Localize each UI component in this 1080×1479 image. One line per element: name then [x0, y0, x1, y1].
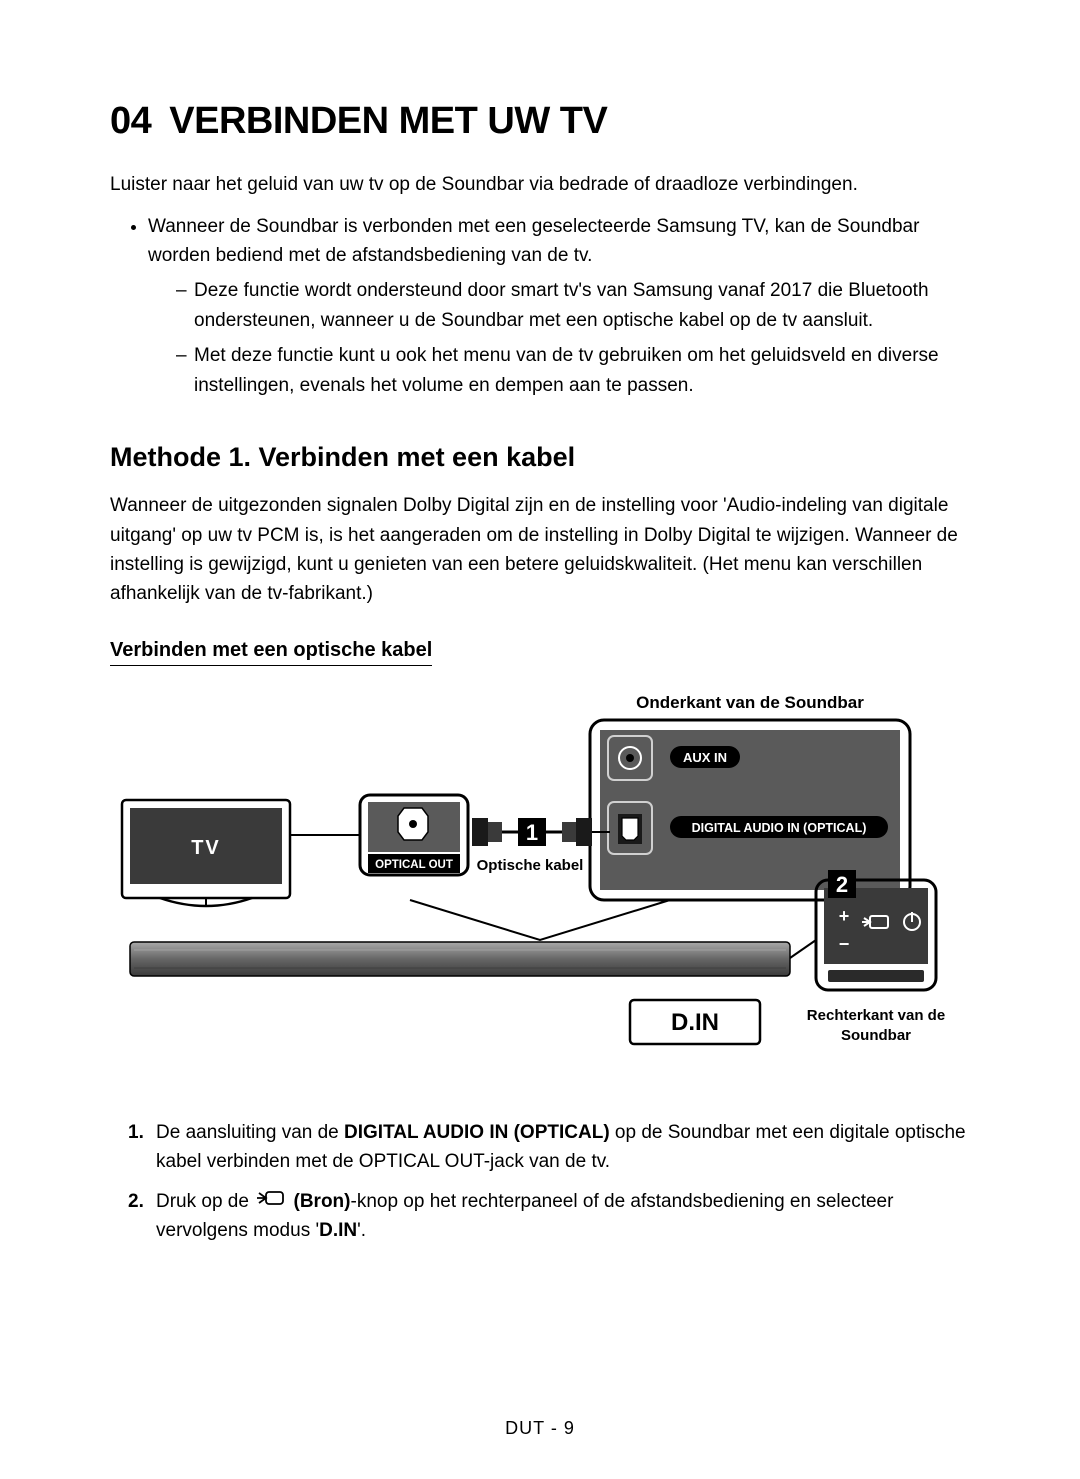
chapter-title-text: VERBINDEN MET UW TV [169, 100, 607, 142]
right-side-label-2: Soundbar [841, 1027, 911, 1044]
step-text: De aansluiting van de [156, 1122, 344, 1143]
step-marker-1: 1 [526, 820, 538, 845]
sublist: Deze functie wordt ondersteund door smar… [148, 276, 970, 400]
step-marker-2: 2 [836, 872, 848, 897]
chapter-number: 04 [110, 100, 151, 142]
method-title: Methode 1. Verbinden met een kabel [110, 442, 970, 473]
page-footer: DUT - 9 [0, 1418, 1080, 1439]
step-text: Druk op de [156, 1191, 254, 1212]
sublist-item: Deze functie wordt ondersteund door smar… [176, 276, 970, 335]
tv-label: TV [191, 837, 221, 859]
optical-out-label: OPTICAL OUT [375, 859, 453, 871]
din-label: D.IN [671, 1009, 719, 1036]
method-paragraph: Wanneer de uitgezonden signalen Dolby Di… [110, 491, 970, 609]
step-text: '. [357, 1220, 366, 1241]
step-bold: D.IN [319, 1220, 357, 1241]
svg-text:+: + [839, 906, 850, 926]
intro-bullets: Wanneer de Soundbar is verbonden met een… [110, 212, 970, 401]
cable-plug-left [472, 818, 502, 846]
diagram-top-label: Onderkant van de Soundbar [636, 693, 864, 712]
bullet-item: Wanneer de Soundbar is verbonden met een… [148, 212, 970, 401]
intro-paragraph: Luister naar het geluid van uw tv op de … [110, 171, 970, 200]
step-item: De aansluiting van de DIGITAL AUDIO IN (… [128, 1118, 970, 1177]
step-bold: (Bron) [288, 1191, 350, 1212]
steps-list: De aansluiting van de DIGITAL AUDIO IN (… [110, 1118, 970, 1246]
sub-heading: Verbinden met een optische kabel [110, 639, 432, 666]
svg-text:−: − [839, 934, 850, 954]
aux-in-label: AUX IN [683, 750, 727, 765]
connection-diagram: Onderkant van de Soundbar AUX IN DIGITAL… [110, 690, 970, 1090]
soundbar-body [130, 942, 790, 976]
source-icon [256, 1187, 286, 1216]
step-item: Druk op de (Bron)-knop op het rechterpan… [128, 1187, 970, 1246]
sublist-item: Met deze functie kunt u ook het menu van… [176, 341, 970, 400]
digital-in-label: DIGITAL AUDIO IN (OPTICAL) [692, 821, 867, 835]
cable-label: Optische kabel [477, 857, 584, 874]
right-side-label-1: Rechterkant van de [807, 1007, 945, 1024]
step-bold: DIGITAL AUDIO IN (OPTICAL) [344, 1122, 610, 1143]
bullet-text: Wanneer de Soundbar is verbonden met een… [148, 216, 919, 266]
chapter-title: 04 VERBINDEN MET UW TV [110, 100, 970, 143]
